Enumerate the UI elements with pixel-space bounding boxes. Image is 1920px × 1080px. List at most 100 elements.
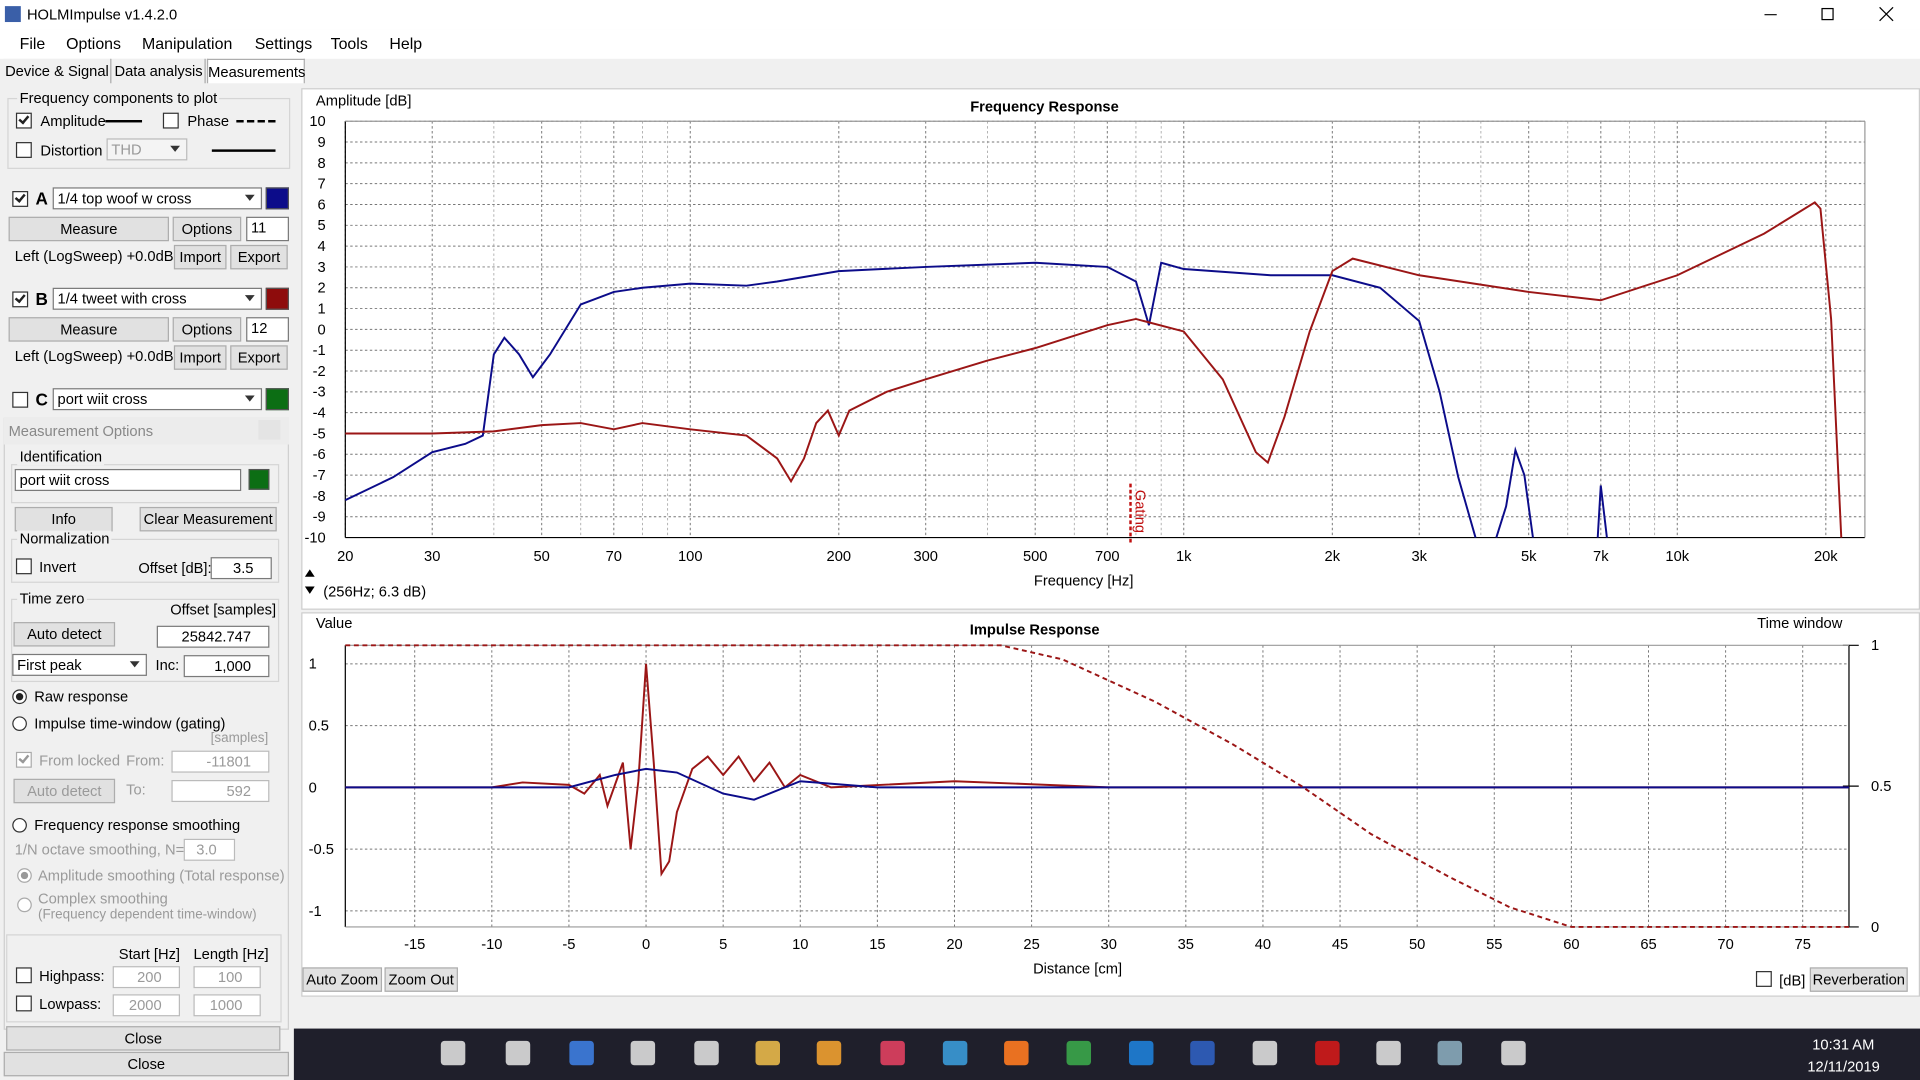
button[interactable]: Export	[230, 244, 288, 270]
measurement-color[interactable]	[265, 287, 289, 310]
label: Raw response	[34, 688, 129, 706]
group-title: Identification	[17, 448, 105, 466]
radio[interactable]	[17, 897, 32, 913]
check-mark	[14, 291, 26, 304]
button[interactable]: Import	[173, 345, 227, 370]
radio[interactable]	[12, 817, 27, 833]
taskbar-icon[interactable]	[1128, 1040, 1154, 1066]
checkbox[interactable]	[15, 751, 32, 768]
taskbar-icon[interactable]	[1437, 1040, 1463, 1066]
tab[interactable]: Data analysis	[112, 58, 206, 84]
button[interactable]: Measure	[8, 317, 169, 342]
button[interactable]: Info	[14, 506, 113, 532]
radio[interactable]	[12, 716, 27, 732]
dropdown-arrow	[129, 661, 140, 668]
menu-item[interactable]: Help	[389, 34, 423, 53]
menu-bar	[0, 29, 1920, 59]
spin-field[interactable]: 592	[171, 780, 270, 803]
checkbox[interactable]	[1755, 971, 1772, 987]
button[interactable]: Import	[173, 244, 227, 270]
checkbox[interactable]	[15, 112, 32, 129]
label: [samples]	[210, 731, 269, 746]
menu-item[interactable]: File	[19, 34, 46, 53]
button[interactable]: Close	[6, 1026, 281, 1051]
button[interactable]: Close	[3, 1051, 289, 1077]
checkbox[interactable]	[12, 191, 29, 207]
checkbox[interactable]	[15, 142, 32, 158]
button[interactable]: Auto Zoom	[302, 967, 383, 992]
radio[interactable]	[12, 689, 27, 705]
taskbar-icon[interactable]	[1066, 1040, 1092, 1066]
taskbar-icon[interactable]	[1376, 1040, 1401, 1066]
menu-item[interactable]: Settings	[254, 34, 313, 53]
text-field[interactable]: port wiit cross	[14, 468, 242, 492]
button[interactable]: Export	[230, 345, 288, 370]
spin-field[interactable]: 2000	[112, 994, 180, 1017]
dialog-close[interactable]	[258, 420, 281, 440]
tab[interactable]: Measurements	[206, 58, 305, 84]
menu-item[interactable]: Tools	[330, 34, 368, 53]
button[interactable]: Reverberation	[1809, 967, 1908, 992]
taskbar-icon[interactable]	[816, 1040, 842, 1066]
button[interactable]: Options	[172, 216, 242, 242]
taskbar-icon[interactable]	[694, 1040, 719, 1066]
taskbar-icon[interactable]	[569, 1040, 594, 1066]
dropdown-arrow	[244, 295, 255, 302]
spin-field[interactable]: 1,000	[183, 655, 270, 678]
color-swatch[interactable]	[248, 468, 270, 490]
button[interactable]: Clear Measurement	[139, 506, 277, 532]
spin-field[interactable]: 100	[193, 966, 261, 989]
checkbox[interactable]	[162, 112, 179, 129]
tab[interactable]: Device & Signal	[3, 58, 112, 84]
dropdown[interactable]: THD	[106, 138, 188, 161]
taskbar-icon[interactable]	[755, 1040, 780, 1066]
spin-field[interactable]: 25842.747	[156, 625, 270, 648]
checkbox[interactable]	[15, 995, 32, 1012]
taskbar-icon[interactable]	[440, 1040, 466, 1066]
measurement-name[interactable]: port wiit cross	[52, 388, 263, 411]
menu-item[interactable]: Manipulation	[142, 34, 233, 53]
button[interactable]: Zoom Out	[384, 967, 458, 992]
label: Amplitude	[40, 112, 106, 130]
button[interactable]: Auto detect	[13, 622, 116, 647]
taskbar-icon[interactable]	[1315, 1040, 1340, 1066]
window-title: HOLMImpulse v1.4.2.0	[26, 6, 178, 24]
spin-field[interactable]: 12	[246, 317, 289, 342]
taskbar-icon[interactable]	[1501, 1040, 1526, 1066]
measurement-letter: B	[35, 288, 48, 309]
measurement-color[interactable]	[265, 388, 289, 411]
menu-item[interactable]: Options	[66, 34, 121, 53]
measurement-color[interactable]	[265, 187, 289, 210]
taskbar-icon[interactable]	[1004, 1040, 1029, 1066]
taskbar-icon[interactable]	[1190, 1040, 1215, 1066]
measurement-name[interactable]: 1/4 tweet with cross	[52, 287, 263, 310]
measurement-name[interactable]: 1/4 top woof w cross	[52, 187, 263, 210]
taskbar-icon[interactable]	[1252, 1040, 1278, 1066]
window-controls[interactable]	[1712, 0, 1920, 29]
label: Start [Hz]	[118, 945, 181, 963]
radio-dot	[20, 871, 29, 880]
spin-field[interactable]: 3.5	[210, 557, 272, 580]
button[interactable]: Measure	[8, 216, 169, 242]
checkbox[interactable]	[15, 558, 32, 575]
label: Inc:	[155, 656, 180, 674]
dropdown[interactable]: First peak	[12, 653, 147, 676]
taskbar-icon[interactable]	[630, 1040, 656, 1066]
checkbox[interactable]	[12, 291, 29, 308]
spin-field[interactable]: 3.0	[183, 838, 236, 861]
taskbar	[293, 1028, 1920, 1080]
label: 1/N octave smoothing, N=	[14, 841, 185, 859]
checkbox[interactable]	[15, 967, 32, 984]
radio[interactable]	[17, 868, 32, 883]
spin-field[interactable]: 1000	[193, 994, 261, 1017]
taskbar-icon[interactable]	[942, 1040, 968, 1066]
checkbox[interactable]	[12, 391, 29, 408]
label: Impulse time-window (gating)	[34, 715, 226, 733]
taskbar-icon[interactable]	[505, 1040, 531, 1066]
taskbar-icon[interactable]	[880, 1040, 905, 1066]
spin-field[interactable]: -11801	[171, 750, 270, 773]
button[interactable]: Auto detect	[13, 778, 116, 804]
spin-field[interactable]: 200	[112, 966, 180, 989]
button[interactable]: Options	[172, 317, 242, 342]
spin-field[interactable]: 11	[246, 216, 289, 242]
